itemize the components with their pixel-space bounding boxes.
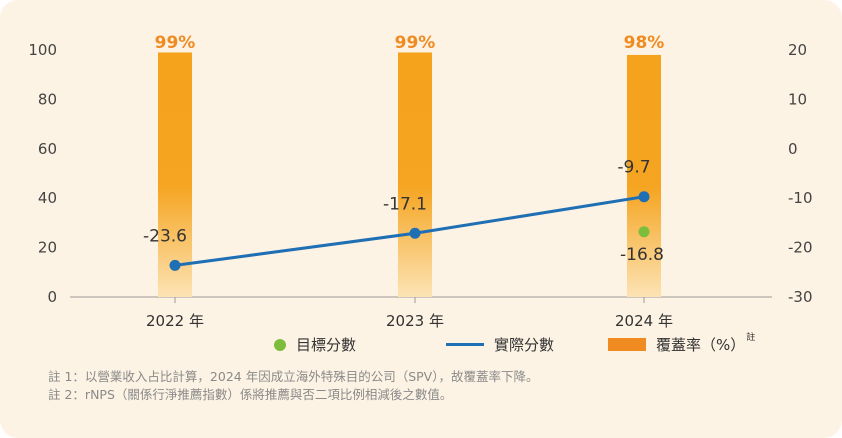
coverage-bar	[158, 52, 192, 297]
left-tick-label: 0	[47, 288, 57, 306]
coverage-bar-label: 98%	[624, 33, 665, 53]
x-tick-label: 2024 年	[615, 312, 673, 330]
coverage-bar	[398, 52, 432, 297]
right-tick-label: 0	[788, 140, 798, 158]
right-tick-label: -20	[788, 239, 813, 257]
legend-label-actual: 實際分數	[494, 336, 555, 354]
actual-score-label: -17.1	[383, 194, 427, 214]
right-tick-label: -30	[788, 288, 813, 306]
legend-item-coverage: 覆蓋率（%） 註	[608, 333, 755, 355]
x-tick-label: 2022 年	[146, 312, 204, 330]
x-tick-label: 2023 年	[386, 312, 444, 330]
actual-score-point	[409, 227, 421, 239]
bars	[158, 52, 661, 297]
legend-line-icon	[446, 343, 484, 346]
coverage-bar	[627, 54, 661, 297]
footnotes: 註 1：以營業收入占比計算，2024 年因成立海外特殊目的公司（SPV），故覆蓋…	[48, 368, 828, 404]
legend-note-mark: 註	[746, 333, 756, 343]
left-tick-label: 40	[38, 189, 57, 207]
left-tick-label: 80	[38, 90, 57, 108]
left-tick-label: 60	[38, 140, 57, 158]
coverage-bar-label: 99%	[155, 33, 196, 53]
legend-dot-icon	[274, 338, 286, 351]
legend-item-target: 目標分數	[274, 334, 356, 355]
actual-score-point	[638, 191, 650, 203]
data-labels: 99% 99% 98% -23.6 -17.1 -9.7 -16.8	[143, 33, 664, 265]
footnote-1: 註 1：以營業收入占比計算，2024 年因成立海外特殊目的公司（SPV），故覆蓋…	[48, 369, 539, 384]
coverage-bar-label: 99%	[395, 33, 436, 53]
left-tick-label: 20	[38, 239, 57, 257]
target-score-point	[638, 226, 650, 238]
left-tick-label: 100	[28, 41, 57, 59]
right-tick-label: 10	[788, 90, 807, 108]
actual-score-label: -23.6	[143, 226, 187, 246]
legend-label-coverage: 覆蓋率（%）	[656, 336, 746, 354]
target-score-label: -16.8	[620, 245, 664, 265]
actual-score-point	[169, 259, 181, 271]
right-tick-label: -10	[788, 189, 813, 207]
footnote-2: 註 2：rNPS（關係行淨推薦指數）係將推薦與否二項比例相減後之數值。	[48, 387, 453, 402]
actual-score-label: -9.7	[617, 158, 650, 178]
legend-swatch-icon	[608, 338, 646, 351]
legend-label-target: 目標分數	[296, 336, 357, 354]
right-tick-label: 20	[788, 41, 807, 59]
line-series	[169, 191, 650, 271]
legend-item-actual: 實際分數	[446, 334, 554, 355]
legend: 目標分數 實際分數 覆蓋率（%） 註	[0, 333, 842, 358]
